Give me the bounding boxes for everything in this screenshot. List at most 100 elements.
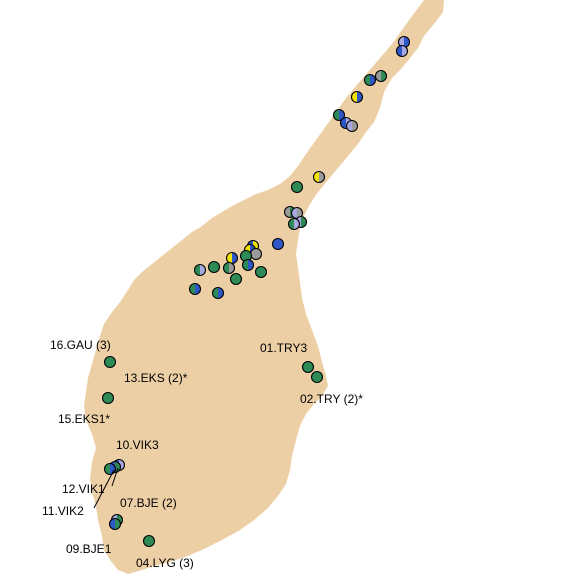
sample-point-right-half [149, 535, 155, 547]
sample-point-right-half [115, 518, 121, 530]
sample-point-left-half [302, 361, 308, 373]
sample-point-outline [229, 272, 243, 286]
sample-point-outline [363, 73, 377, 87]
sample-point-left-half [104, 463, 110, 475]
sample-point-right-half [110, 356, 116, 368]
sample-point-right-half [301, 216, 307, 228]
sample-point-right-half [317, 371, 323, 383]
sample-point-right-half [404, 36, 410, 48]
sample-point [108, 517, 122, 531]
sample-point-right-half [319, 171, 325, 183]
sample-point-outline [207, 260, 221, 274]
sample-point-right-half [115, 461, 121, 473]
sample-points [101, 35, 411, 548]
sample-point [374, 69, 388, 83]
sample-point-right-half [256, 248, 262, 260]
sample-point-left-half [212, 287, 218, 299]
sample-point [254, 265, 268, 279]
sample-point-outline [241, 258, 255, 272]
sample-point [222, 261, 236, 275]
sample-point-right-half [294, 218, 300, 230]
sample-point [290, 180, 304, 194]
sample-point-outline [312, 170, 326, 184]
label-13-eks: 13.EKS (2)* [124, 371, 188, 385]
label-15-eks1: 15.EKS1* [58, 412, 110, 426]
sample-point-right-half [236, 273, 242, 285]
label-07-bje: 07.BJE (2) [120, 496, 177, 510]
land-area [84, 0, 444, 574]
label-12-vik1: 12.VIK1 [62, 482, 105, 496]
sample-point [312, 170, 326, 184]
sample-point-right-half [297, 207, 303, 219]
sample-point-outline [142, 534, 156, 548]
sample-point-right-half [246, 250, 252, 262]
sample-point [287, 217, 301, 231]
sample-point-right-half [214, 261, 220, 273]
sample-point [363, 73, 377, 87]
sample-point [271, 237, 285, 251]
sample-point [225, 251, 239, 265]
sample-point-right-half [218, 287, 224, 299]
sample-point-right-half [261, 266, 267, 278]
sample-point-left-half [291, 207, 297, 219]
sample-point-left-half [189, 283, 195, 295]
sample-point [188, 282, 202, 296]
sample-point-outline [350, 90, 364, 104]
sample-point [395, 44, 409, 58]
sample-point-outline [193, 263, 207, 277]
sample-point [239, 249, 253, 263]
sample-point-left-half [255, 266, 261, 278]
norway-landmass [84, 0, 444, 574]
sample-point-left-half [226, 252, 232, 264]
sample-point [249, 247, 263, 261]
sample-point-left-half [242, 259, 248, 271]
sample-point-outline [103, 462, 117, 476]
sample-point-left-half [351, 91, 357, 103]
sample-point-outline [287, 217, 301, 231]
label-11-vik2: 11.VIK2 [42, 504, 84, 518]
sample-point-right-half [308, 361, 314, 373]
sample-point-right-half [108, 392, 114, 404]
sample-point-outline [290, 180, 304, 194]
sample-point-left-half [364, 74, 370, 86]
sample-point [211, 286, 225, 300]
sample-point [101, 391, 115, 405]
sample-point-outline [345, 119, 359, 133]
sample-point-left-half [333, 109, 339, 121]
sample-point-left-half [109, 518, 115, 530]
sample-point [193, 263, 207, 277]
sample-point [103, 355, 117, 369]
label-10-vik3: 10.VIK3 [116, 438, 159, 452]
sample-point-left-half [340, 117, 346, 129]
sample-point-right-half [357, 91, 363, 103]
sample-point-right-half [195, 283, 201, 295]
sample-point-left-half [311, 371, 317, 383]
sample-point [142, 534, 156, 548]
sample-point [207, 260, 221, 274]
sample-point [310, 370, 324, 384]
leader-line-vik2 [93, 469, 115, 509]
sample-point-outline [395, 44, 409, 58]
label-04-lyg: 04.LYG (3) [136, 556, 194, 570]
sample-point-outline [254, 265, 268, 279]
sample-point-left-half [288, 218, 294, 230]
sample-point-outline [310, 370, 324, 384]
sample-point-right-half [200, 264, 206, 276]
sample-point-outline [374, 69, 388, 83]
sample-point-left-half [143, 535, 149, 547]
label-01-try3: 01.TRY3 [260, 341, 307, 355]
leader-lines [93, 467, 119, 509]
sample-point [350, 90, 364, 104]
sample-point-outline [301, 360, 315, 374]
sample-point-left-half [104, 356, 110, 368]
sample-point-left-half [284, 206, 290, 218]
sample-point-left-half [272, 238, 278, 250]
sample-point-left-half [396, 45, 402, 57]
sample-point [301, 360, 315, 374]
sample-point-left-half [291, 181, 297, 193]
label-02-try: 02.TRY (2)* [300, 392, 363, 406]
sample-point-left-half [194, 264, 200, 276]
sample-point-right-half [381, 70, 387, 82]
sample-point-right-half [248, 259, 254, 271]
sample-point-outline [101, 391, 115, 405]
